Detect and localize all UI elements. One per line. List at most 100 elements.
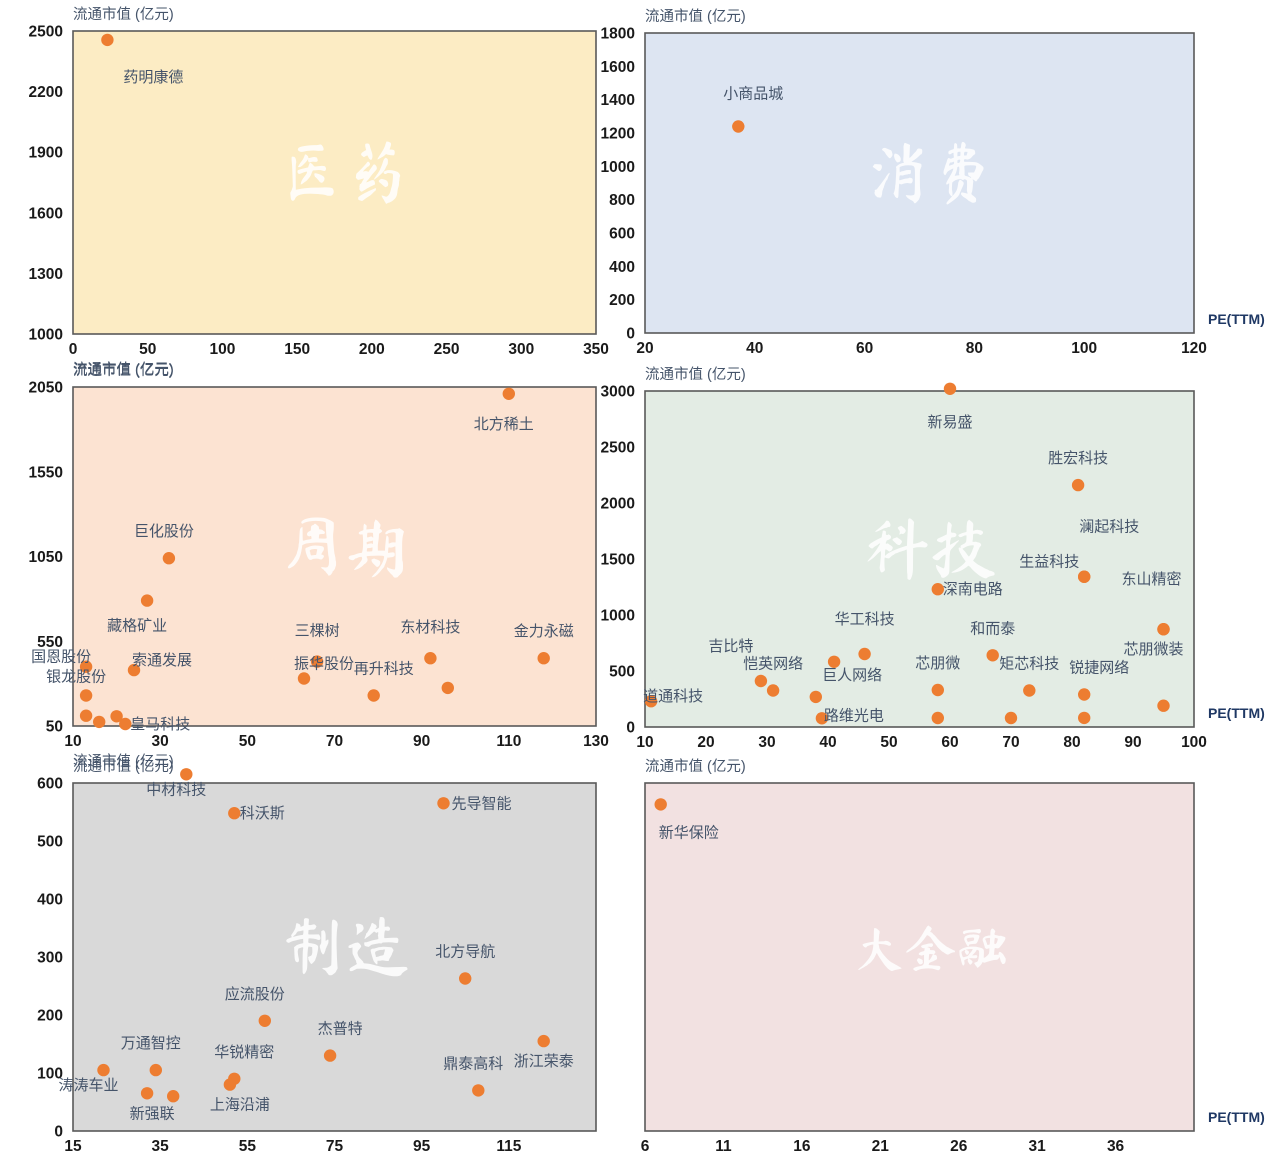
svg-text:小商品城: 小商品城 xyxy=(723,86,783,103)
svg-text:70: 70 xyxy=(1002,734,1019,751)
svg-text:东山精密: 东山精密 xyxy=(1121,571,1181,588)
svg-text:500: 500 xyxy=(609,664,635,681)
svg-text:50: 50 xyxy=(239,733,256,750)
svg-text:华工科技: 华工科技 xyxy=(835,611,895,628)
svg-text:1500: 1500 xyxy=(601,552,635,569)
svg-text:振华股份: 振华股份 xyxy=(294,656,354,673)
svg-text:40: 40 xyxy=(746,340,763,357)
svg-text:350: 350 xyxy=(583,341,609,358)
svg-text:藏格矿业: 藏格矿业 xyxy=(107,618,167,635)
svg-text:1550: 1550 xyxy=(29,464,63,481)
svg-text:10: 10 xyxy=(636,734,653,751)
svg-text:2200: 2200 xyxy=(29,84,63,101)
svg-text:200: 200 xyxy=(609,292,635,309)
svg-text:30: 30 xyxy=(758,734,775,751)
svg-text:上海沿浦: 上海沿浦 xyxy=(210,1097,270,1114)
svg-text:150: 150 xyxy=(284,341,310,358)
svg-text:新华保险: 新华保险 xyxy=(659,824,719,841)
svg-text:消费: 消费 xyxy=(864,139,996,205)
svg-text:万通智控: 万通智控 xyxy=(121,1034,181,1052)
svg-text:30: 30 xyxy=(152,733,169,750)
svg-text:矩芯科技: 矩芯科技 xyxy=(999,656,1059,673)
svg-text:600: 600 xyxy=(609,226,635,243)
svg-text:索通发展: 索通发展 xyxy=(132,652,192,669)
svg-text:100: 100 xyxy=(1181,734,1207,751)
svg-text:三棵树: 三棵树 xyxy=(295,623,340,640)
svg-text:1050: 1050 xyxy=(29,549,63,566)
svg-text:制造: 制造 xyxy=(279,912,411,978)
svg-text:北方导航: 北方导航 xyxy=(435,944,495,961)
svg-text:1600: 1600 xyxy=(601,59,635,76)
svg-text:400: 400 xyxy=(609,259,635,276)
svg-text:115: 115 xyxy=(496,1138,521,1155)
svg-text:澜起科技: 澜起科技 xyxy=(1079,519,1139,536)
svg-text:20: 20 xyxy=(636,340,653,357)
svg-text:流通市值 (亿元): 流通市值 (亿元) xyxy=(73,6,174,23)
svg-text:路维光电: 路维光电 xyxy=(824,707,884,724)
svg-text:2500: 2500 xyxy=(29,24,63,41)
svg-text:2050: 2050 xyxy=(29,380,63,397)
svg-text:1000: 1000 xyxy=(29,327,63,344)
svg-text:0: 0 xyxy=(626,326,635,343)
svg-text:胜宏科技: 胜宏科技 xyxy=(1048,450,1108,467)
svg-text:PE(TTM): PE(TTM) xyxy=(1208,1109,1265,1125)
svg-text:流通市值 (亿元): 流通市值 (亿元) xyxy=(645,366,746,383)
svg-text:金力永磁: 金力永磁 xyxy=(514,623,574,640)
svg-text:东材科技: 东材科技 xyxy=(400,619,460,636)
svg-text:200: 200 xyxy=(37,1008,63,1025)
svg-text:26: 26 xyxy=(950,1138,968,1155)
svg-text:新强联: 新强联 xyxy=(130,1105,175,1122)
svg-text:浙江荣泰: 浙江荣泰 xyxy=(514,1053,574,1070)
svg-text:11: 11 xyxy=(715,1138,732,1155)
svg-text:600: 600 xyxy=(37,776,63,793)
svg-text:1800: 1800 xyxy=(601,26,635,43)
svg-text:1000: 1000 xyxy=(601,159,635,176)
svg-text:和而泰: 和而泰 xyxy=(970,620,1015,637)
svg-text:药明康德: 药明康德 xyxy=(123,68,183,86)
svg-text:80: 80 xyxy=(966,340,983,357)
svg-text:95: 95 xyxy=(413,1138,431,1155)
svg-text:华锐精密: 华锐精密 xyxy=(214,1044,274,1061)
svg-text:300: 300 xyxy=(37,950,63,967)
svg-text:15: 15 xyxy=(64,1138,82,1155)
svg-text:500: 500 xyxy=(37,834,63,851)
svg-text:60: 60 xyxy=(856,340,873,357)
svg-text:20: 20 xyxy=(697,734,714,751)
svg-text:100: 100 xyxy=(1071,340,1097,357)
svg-text:先导智能: 先导智能 xyxy=(451,794,511,812)
svg-text:国恩股份: 国恩股份 xyxy=(31,649,91,666)
svg-text:涛涛车业: 涛涛车业 xyxy=(58,1077,118,1094)
svg-text:6: 6 xyxy=(641,1138,650,1155)
svg-text:科沃斯: 科沃斯 xyxy=(240,805,285,822)
svg-text:90: 90 xyxy=(413,733,430,750)
svg-text:大金融: 大金融 xyxy=(852,922,1008,974)
svg-text:再升科技: 再升科技 xyxy=(354,661,414,678)
svg-text:31: 31 xyxy=(1029,1138,1047,1155)
svg-text:1400: 1400 xyxy=(601,92,635,109)
svg-text:PE(TTM): PE(TTM) xyxy=(1208,311,1265,327)
svg-text:0: 0 xyxy=(54,1124,63,1141)
svg-text:16: 16 xyxy=(793,1138,811,1155)
svg-text:60: 60 xyxy=(941,734,958,751)
svg-text:120: 120 xyxy=(1181,340,1207,357)
svg-text:应流股份: 应流股份 xyxy=(225,985,285,1003)
svg-text:130: 130 xyxy=(583,733,609,750)
svg-text:36: 36 xyxy=(1107,1138,1125,1155)
svg-text:80: 80 xyxy=(1063,734,1080,751)
svg-text:0: 0 xyxy=(69,341,78,358)
svg-text:250: 250 xyxy=(434,341,460,358)
svg-text:鼎泰高科: 鼎泰高科 xyxy=(443,1055,503,1072)
svg-text:50: 50 xyxy=(46,719,63,736)
svg-text:恺英网络: 恺英网络 xyxy=(743,655,803,673)
svg-text:巨化股份: 巨化股份 xyxy=(134,523,194,540)
svg-text:流通市值 (亿元): 流通市值 (亿元) xyxy=(73,362,174,379)
svg-text:50: 50 xyxy=(880,734,897,751)
svg-text:1200: 1200 xyxy=(601,126,635,143)
svg-text:流通市值 (亿元): 流通市值 (亿元) xyxy=(645,8,746,25)
svg-text:800: 800 xyxy=(609,192,635,209)
svg-text:1300: 1300 xyxy=(29,266,63,283)
svg-text:1900: 1900 xyxy=(29,145,63,162)
svg-text:75: 75 xyxy=(326,1138,344,1155)
svg-text:21: 21 xyxy=(872,1138,890,1155)
svg-text:2000: 2000 xyxy=(601,496,635,513)
